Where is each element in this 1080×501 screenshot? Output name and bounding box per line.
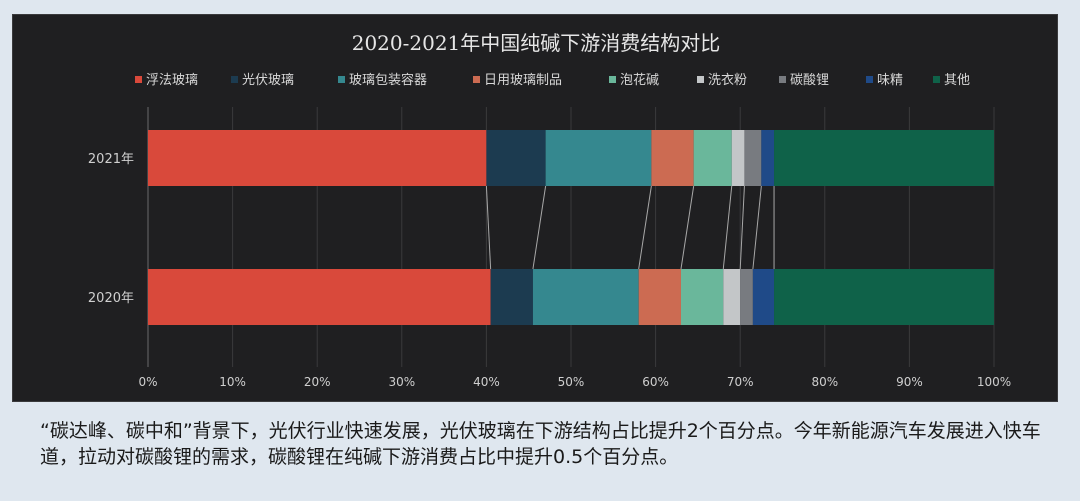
bar-segment	[740, 269, 753, 325]
bar-segment	[774, 269, 994, 325]
series-line	[739, 185, 745, 270]
series-line	[485, 185, 492, 270]
bar-segment	[532, 269, 639, 325]
series-line	[752, 185, 762, 270]
chart-legend: 浮法玻璃 光伏玻璃 玻璃包装容器 日用玻璃制品 泡花碱 洗衣粉 碳酸锂 味精 其他	[135, 72, 970, 88]
series-line	[680, 185, 695, 270]
chart-title: 2020-2021年中国纯碱下游消费结构对比	[352, 31, 721, 55]
bar-segment	[761, 130, 775, 186]
legend-label: 浮法玻璃	[146, 73, 198, 88]
stacked-bar-chart: 2020-2021年中国纯碱下游消费结构对比 浮法玻璃 光伏玻璃 玻璃包装容器 日用玻…	[88, 31, 1011, 389]
x-tick-label: 60%	[642, 375, 669, 389]
legend-swatch	[697, 76, 704, 83]
legend-label: 碳酸锂	[790, 73, 829, 88]
category-axis: 2021年 2020年	[88, 152, 134, 306]
x-tick-label: 70%	[727, 375, 754, 389]
x-tick-label: 80%	[811, 375, 838, 389]
x-tick-label: 0%	[138, 375, 157, 389]
chart-bars	[148, 130, 994, 325]
legend-swatch	[779, 76, 786, 83]
bar-segment	[752, 269, 775, 325]
bar-segment	[744, 130, 762, 186]
bar-segment	[148, 130, 487, 186]
series-line	[722, 185, 733, 270]
legend-swatch	[866, 76, 873, 83]
legend-label: 玻璃包装容器	[349, 72, 427, 88]
legend-swatch	[933, 76, 940, 83]
legend-label: 泡花碱	[620, 72, 659, 88]
series-line	[638, 185, 652, 270]
x-tick-label: 50%	[558, 375, 585, 389]
value-axis: 0% 10% 20% 30% 40% 50% 60% 70% 80% 90% 100%	[138, 375, 1011, 389]
bar-segment	[680, 269, 724, 325]
x-tick-label: 40%	[473, 375, 500, 389]
legend-swatch	[338, 76, 345, 83]
legend-label: 光伏玻璃	[242, 73, 294, 88]
legend-label: 其他	[944, 73, 970, 88]
legend-label: 味精	[877, 73, 903, 88]
caption-text: “碳达峰、碳中和”背景下，光伏行业快速发展，光伏玻璃在下游结构占比提升2个百分点…	[40, 420, 1041, 468]
bar-segment	[486, 130, 546, 186]
legend-swatch	[231, 76, 238, 83]
bar-segment	[731, 130, 745, 186]
x-tick-label: 20%	[304, 375, 331, 389]
bar-segment	[490, 269, 533, 325]
bar-segment	[723, 269, 741, 325]
chart-panel: 2020-2021年中国纯碱下游消费结构对比 浮法玻璃 光伏玻璃 玻璃包装容器 日用玻…	[12, 14, 1058, 402]
bar-segment	[774, 130, 994, 186]
x-tick-label: 10%	[219, 375, 246, 389]
legend-swatch	[473, 76, 480, 83]
category-label: 2021年	[88, 152, 134, 167]
legend-swatch	[135, 76, 142, 83]
legend-label: 洗衣粉	[708, 72, 747, 88]
bar-segment	[693, 130, 732, 186]
bar-segment	[545, 130, 652, 186]
series-line	[532, 185, 547, 270]
x-tick-label: 90%	[896, 375, 923, 389]
legend-swatch	[609, 76, 616, 83]
bar-segment	[651, 130, 694, 186]
legend-label: 日用玻璃制品	[484, 73, 562, 88]
x-tick-label: 100%	[977, 375, 1011, 389]
category-label: 2020年	[88, 291, 134, 306]
x-tick-label: 30%	[388, 375, 415, 389]
series-connector-lines	[485, 185, 775, 270]
bar-segment	[638, 269, 681, 325]
bar-segment	[148, 269, 491, 325]
